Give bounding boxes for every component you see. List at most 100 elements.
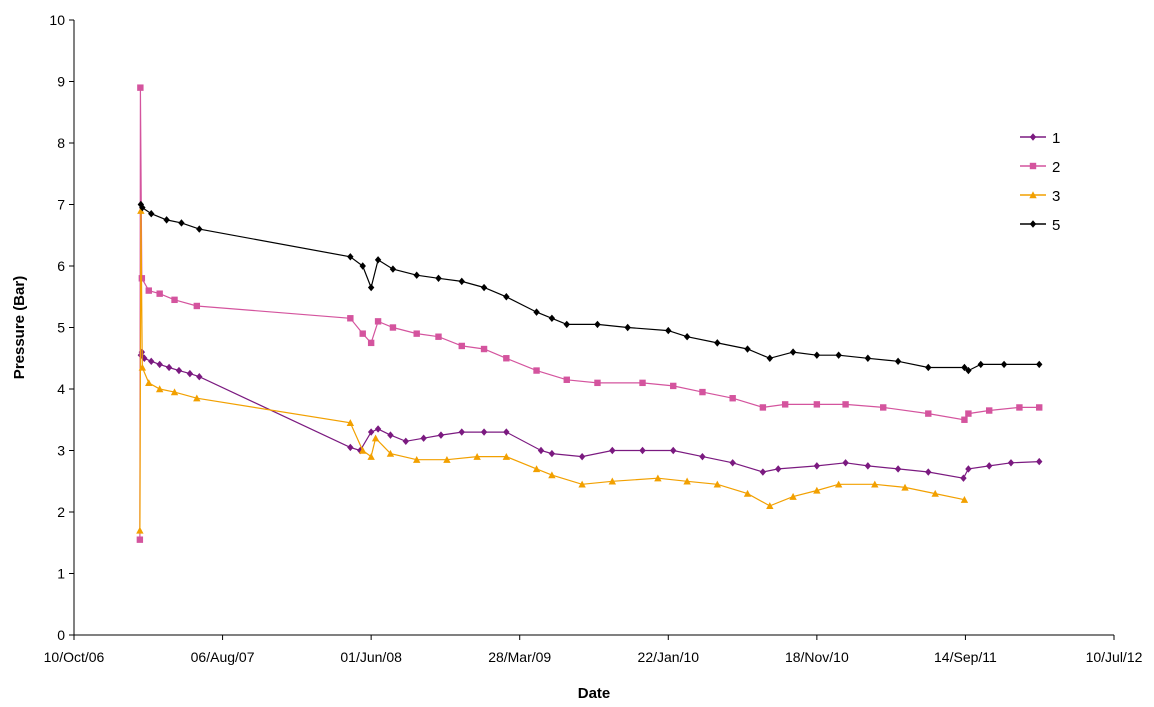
data-point [729,459,736,467]
data-point [894,465,902,473]
data-point [986,462,993,470]
y-tick-label: 7 [57,197,65,213]
data-point [359,330,366,337]
data-point [139,203,146,212]
data-point [347,315,354,322]
x-tick-label: 18/Nov/10 [785,649,849,665]
y-tick-label: 9 [57,74,65,90]
data-point [443,456,451,463]
data-point [435,274,442,282]
data-point [1016,404,1023,411]
data-point [435,333,442,340]
series-line [140,204,1040,372]
data-point [842,459,849,467]
data-point [136,526,144,534]
data-point [1036,404,1043,411]
data-point [367,339,375,347]
y-axis-title: Pressure (Bar) [11,276,28,379]
x-tick-label: 10/Jul/12 [1086,649,1143,665]
data-point [367,428,375,436]
data-point [156,290,163,297]
data-point [137,84,144,91]
y-tick-label: 8 [57,135,65,151]
data-point [503,293,510,301]
data-point [170,388,179,396]
data-point [961,363,968,372]
data-point [1036,360,1043,369]
data-point [925,468,932,476]
data-point [594,320,601,329]
data-point [420,434,427,442]
data-point [548,449,556,458]
data-point [367,452,375,460]
data-point [1000,360,1008,369]
data-point [578,480,586,488]
data-point [901,483,909,491]
data-point [503,428,510,436]
data-point [138,363,147,371]
data-point [960,496,969,503]
data-point [965,465,972,473]
data-point [1036,457,1043,466]
y-tick-label: 6 [57,258,65,274]
data-point [437,431,445,439]
data-point [925,363,932,372]
data-point [371,434,380,442]
data-point [813,486,821,494]
data-point [148,357,155,366]
data-point [458,277,465,286]
legend-swatch-marker [1029,162,1037,170]
x-tick-label: 01/Jun/08 [340,649,402,665]
data-point [387,431,394,439]
data-point [148,210,155,218]
series-1 [137,348,1043,482]
data-point [961,416,968,423]
data-point [729,395,736,402]
data-point [864,354,872,362]
data-point [186,369,194,378]
data-point [156,360,163,369]
data-point [766,354,774,362]
data-point [533,308,540,316]
data-point [502,452,511,460]
data-point [137,200,145,209]
data-point [759,468,767,476]
data-point [880,404,887,411]
legend-label: 1 [1052,130,1060,147]
data-point [864,462,872,470]
data-point [743,489,752,497]
x-tick-label: 06/Aug/07 [191,649,255,665]
data-point [789,492,797,500]
data-point [775,465,782,473]
legend-swatch-marker [1029,191,1037,199]
y-tick-label: 1 [57,566,65,582]
data-point [548,314,556,322]
data-point [196,373,203,381]
data-point [145,379,153,387]
axes: 0 1 2 3 4 5 6 7 8 9 10 10/Oct/06 06/Aug/07 01/Jun/08… [44,12,1143,665]
data-point [480,283,488,292]
data-point [163,216,170,224]
data-point [654,474,662,482]
legend-item-5: 5 [1020,217,1060,234]
x-tick-label: 22/Jan/10 [638,649,700,665]
x-ticks: 10/Oct/06 06/Aug/07 01/Jun/08 28/Mar/09 22/J… [44,635,1143,665]
data-point [563,376,570,383]
y-ticks: 0 1 2 3 4 5 6 7 8 9 10 [49,12,74,643]
data-point [781,401,789,408]
data-point [359,262,366,270]
data-point [608,477,617,485]
data-point [609,446,616,455]
y-tick-label: 0 [57,627,65,643]
data-point [165,363,173,372]
data-point [367,283,375,292]
data-point [347,253,354,261]
data-point [960,474,967,482]
series-2 [136,84,1043,543]
data-point [813,401,821,408]
data-point [713,480,722,488]
data-point [458,342,465,350]
x-axis-title: Date [578,685,611,702]
data-point [563,320,570,329]
y-tick-label: 4 [57,381,65,397]
